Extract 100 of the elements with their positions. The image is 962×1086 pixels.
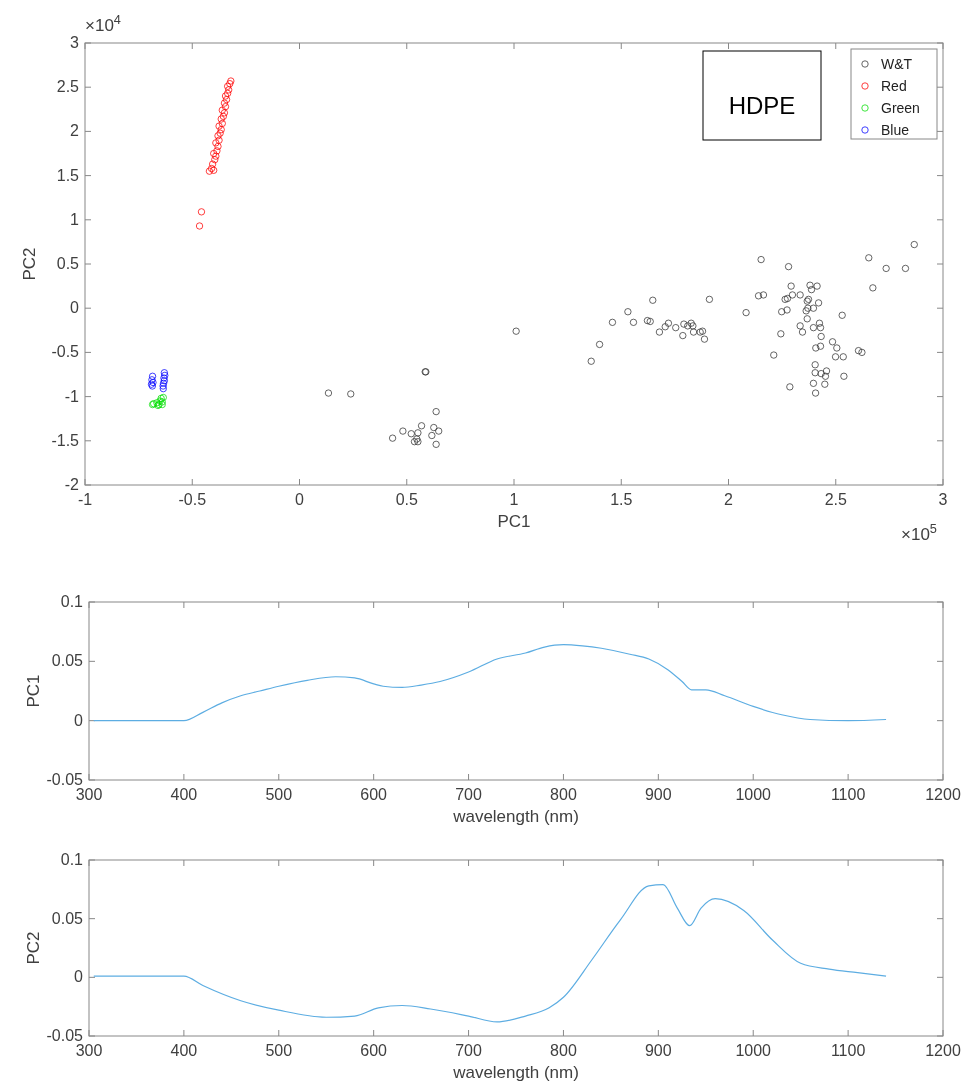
point — [211, 155, 219, 164]
x-tick-label: 300 — [75, 786, 103, 803]
y-tick-label: 2.5 — [56, 78, 80, 96]
y-tick-label: 0.1 — [60, 851, 84, 868]
y-tick-label: 3 — [70, 34, 80, 51]
x-tick-label: 1100 — [830, 1042, 866, 1059]
point — [214, 142, 222, 151]
point — [212, 139, 220, 147]
x-axis-title: wavelength (nm) — [452, 807, 579, 826]
y-tick-label: -0.05 — [46, 1027, 84, 1044]
x-tick-label: 700 — [455, 786, 482, 803]
point — [221, 102, 230, 111]
point — [195, 222, 204, 230]
x-tick-label: 800 — [550, 786, 577, 803]
point — [225, 86, 233, 94]
point — [217, 125, 225, 134]
point — [207, 164, 216, 173]
point — [221, 92, 230, 100]
point — [205, 167, 214, 175]
y-tick-label: 0.05 — [51, 652, 84, 670]
x-tick-label: 800 — [550, 1042, 577, 1059]
x-tick-label: 600 — [360, 786, 388, 803]
y-axis-title: PC2 — [24, 931, 43, 965]
line-series — [93, 884, 887, 1023]
x-tick-label: 1100 — [830, 786, 866, 803]
point — [160, 376, 169, 385]
x-tick-label: 2.5 — [824, 491, 847, 508]
x-tick-label: 400 — [170, 786, 198, 803]
y-tick-label: 0 — [74, 711, 84, 729]
y-tick-label: -2 — [64, 476, 80, 493]
y-tick-label: -0.5 — [51, 343, 80, 361]
point — [219, 112, 228, 121]
x-tick-label: 3 — [938, 491, 948, 508]
x-tick-label: 700 — [455, 1042, 482, 1059]
x-tick-label: 500 — [265, 1042, 293, 1059]
legend-label: W&T — [881, 56, 913, 72]
y-tick-label: 1.5 — [56, 166, 80, 184]
x-tick-label: 300 — [75, 1042, 103, 1059]
point — [153, 399, 161, 407]
point — [158, 400, 166, 409]
point — [217, 115, 225, 123]
point — [216, 129, 224, 137]
x-tick-label: 1200 — [925, 1042, 961, 1059]
x-tick-label: 1000 — [735, 786, 772, 803]
point — [212, 152, 220, 160]
y-axis-title: PC1 — [24, 674, 43, 708]
point — [148, 376, 156, 384]
x-tick-label: 500 — [265, 786, 293, 803]
y-tick-label: 2 — [70, 122, 80, 140]
point — [160, 374, 168, 382]
x-tick-label: 900 — [644, 786, 672, 803]
point — [210, 149, 218, 158]
y-tick-label: 0.1 — [60, 593, 84, 610]
x-tick-label: 1.5 — [610, 491, 633, 508]
point — [160, 369, 169, 377]
x-axis-title: PC1 — [497, 512, 531, 531]
point — [222, 95, 231, 104]
point — [210, 166, 218, 174]
x-tick-label: 1000 — [735, 1042, 772, 1059]
point — [159, 384, 167, 393]
y-tick-label: 0.05 — [51, 909, 84, 927]
point — [215, 136, 223, 144]
legend-label: Red — [881, 78, 907, 94]
legend-label: Blue — [881, 122, 910, 138]
point — [161, 371, 169, 380]
point — [223, 82, 232, 91]
point — [159, 382, 167, 390]
x-tick-label: 600 — [360, 1042, 388, 1059]
y-tick-label: -1.5 — [51, 431, 80, 449]
x-tick-label: 0 — [295, 491, 305, 508]
legend-label: Green — [881, 100, 920, 116]
x-tick-label: 0.5 — [395, 491, 418, 508]
y-tick-label: -1 — [64, 387, 80, 405]
point — [213, 147, 221, 155]
point — [218, 106, 226, 114]
x-tick-label: -0.5 — [178, 491, 207, 508]
point — [159, 379, 168, 388]
text: ×10$^{4}$ — [85, 11, 121, 35]
point — [197, 208, 206, 216]
y-tick-label: 0 — [70, 299, 80, 317]
annotation: HDPE — [728, 92, 796, 119]
x-tick-label: 900 — [644, 1042, 672, 1059]
point — [214, 132, 222, 140]
y-axis-title: PC2 — [20, 247, 39, 281]
x-tick-label: 1 — [509, 491, 519, 508]
point — [220, 99, 229, 107]
y-tick-label: 1 — [70, 210, 80, 228]
point — [227, 77, 235, 85]
point — [226, 79, 234, 88]
point — [218, 119, 226, 128]
point — [215, 122, 223, 130]
y-tick-label: -0.05 — [46, 771, 84, 788]
x-tick-label: 2 — [724, 491, 734, 508]
point — [220, 109, 229, 117]
x-tick-label: 400 — [170, 1042, 198, 1059]
point — [148, 372, 157, 380]
y-tick-label: 0 — [74, 968, 84, 986]
text: ×10$^{5}$ — [901, 520, 937, 544]
line-series — [93, 644, 887, 722]
x-tick-label: 1200 — [925, 786, 961, 803]
